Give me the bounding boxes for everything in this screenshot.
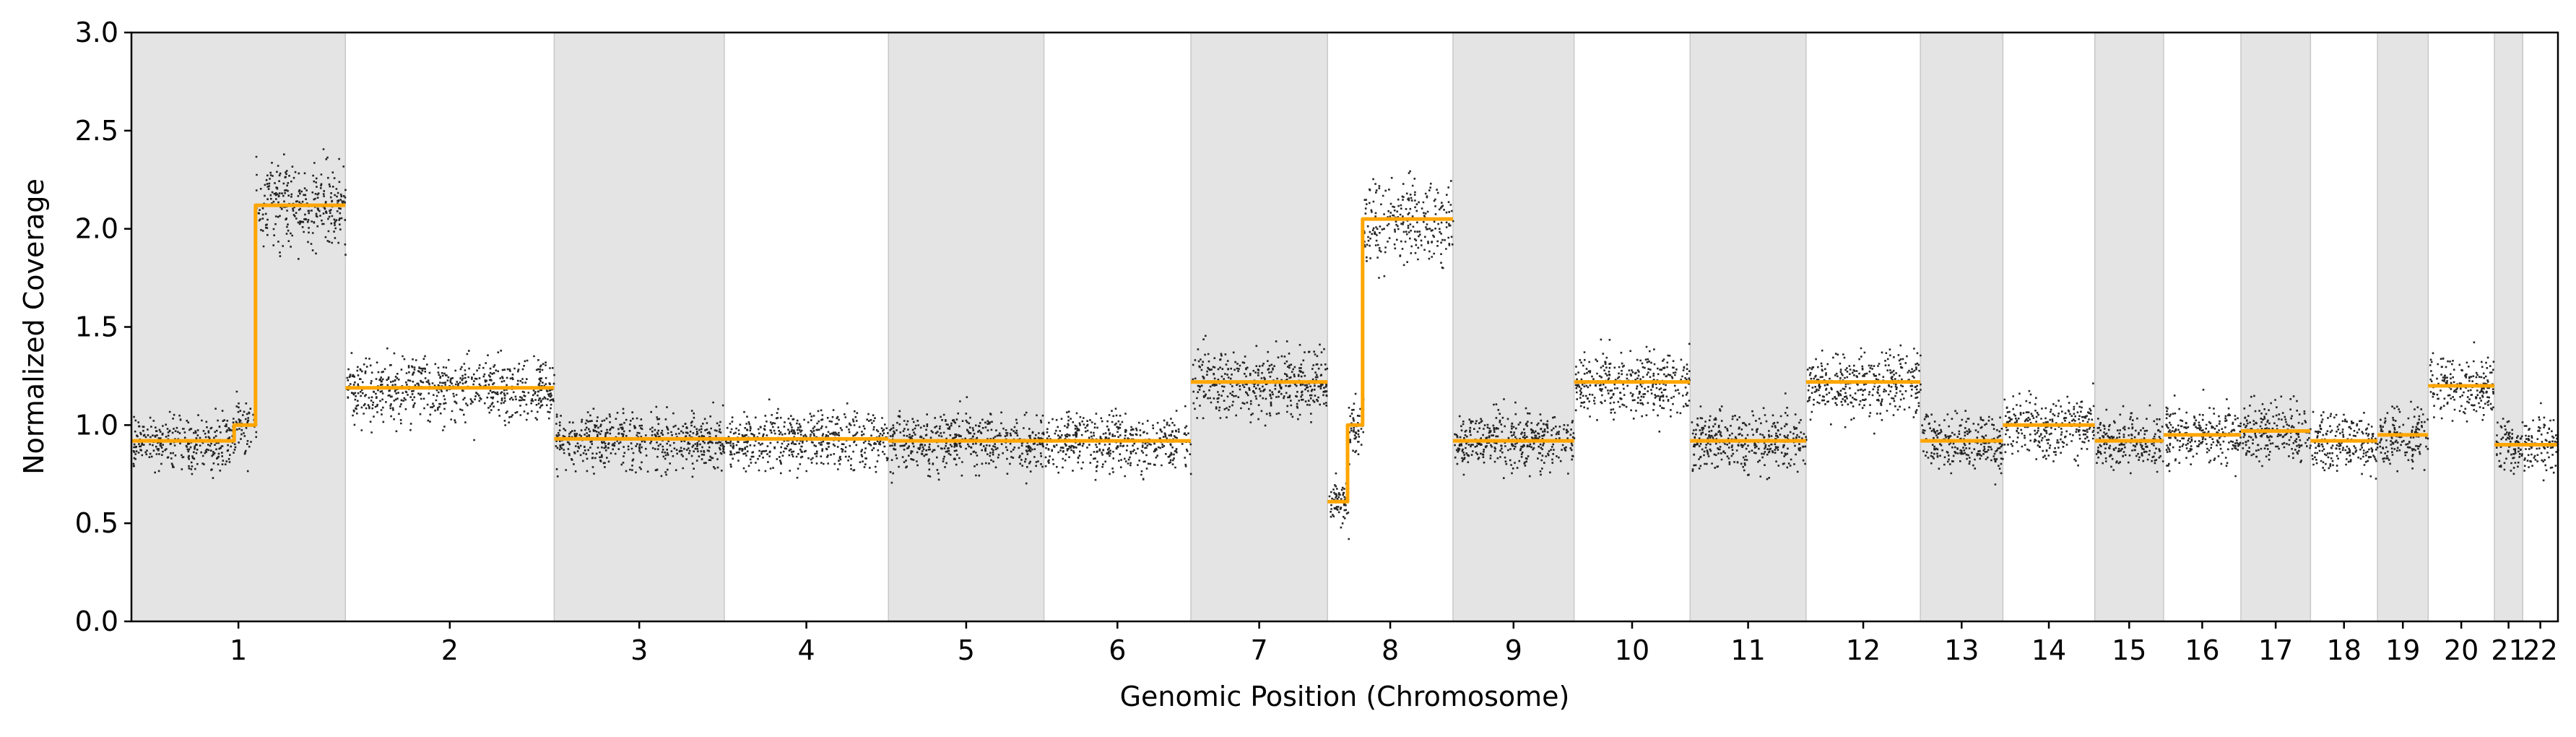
x-tick-label-chr21: 21 <box>2491 634 2525 666</box>
y-tick-label: 0.5 <box>75 507 118 539</box>
x-tick-label-chr14: 14 <box>2031 634 2066 666</box>
x-tick-label-chr18: 18 <box>2327 634 2362 666</box>
coverage-points-chr12 <box>1806 344 1922 435</box>
x-tick-label-chr6: 6 <box>1109 634 1126 666</box>
x-tick-label-chr7: 7 <box>1251 634 1268 666</box>
chromosome-band-1 <box>131 32 347 622</box>
x-tick-label-chr8: 8 <box>1382 634 1399 666</box>
y-axis: 0.0 0.5 1.0 1.5 2.0 2.5 3.0 <box>75 17 131 637</box>
chromosome-band-19 <box>2377 32 2429 622</box>
x-tick-label-chr9: 9 <box>1505 634 1522 666</box>
coverage-points-chr18 <box>2311 410 2379 480</box>
coverage-points-chr6 <box>1044 405 1192 481</box>
y-tick-label: 1.0 <box>75 409 118 441</box>
coverage-points-chr10 <box>1574 338 1691 433</box>
coverage-points-chr22 <box>2523 402 2559 482</box>
x-tick-label-chr3: 3 <box>630 634 648 666</box>
x-tick-label-chr17: 17 <box>2258 634 2293 666</box>
y-axis-title: Normalized Coverage <box>18 178 50 475</box>
coverage-points-chr20 <box>2429 341 2495 423</box>
y-tick-label: 2.5 <box>75 115 118 147</box>
y-tick-label: 0.0 <box>75 605 118 637</box>
x-tick-label-chr22: 22 <box>2523 634 2557 666</box>
y-tick-label: 1.5 <box>75 311 118 343</box>
x-tick-label-chr16: 16 <box>2185 634 2219 666</box>
x-tick-label-chr2: 2 <box>441 634 459 666</box>
chromosome-band-11 <box>1689 32 1807 622</box>
chromosome-bands <box>131 32 2523 622</box>
chromosome-band-13 <box>1920 32 2004 622</box>
x-tick-label-chr4: 4 <box>797 634 815 666</box>
x-tick-label-chr10: 10 <box>1615 634 1649 666</box>
chromosome-band-17 <box>2240 32 2312 622</box>
chromosome-band-21 <box>2494 32 2523 622</box>
x-tick-label-chr5: 5 <box>958 634 975 666</box>
coverage-points-chr11 <box>1691 392 1808 480</box>
x-tick-label-chr20: 20 <box>2444 634 2479 666</box>
coverage-points-chr2 <box>346 347 555 441</box>
x-tick-label-chr19: 19 <box>2385 634 2420 666</box>
segment-line-chr1 <box>131 203 346 443</box>
y-tick-label: 3.0 <box>75 17 118 48</box>
x-tick-label-chr15: 15 <box>2112 634 2146 666</box>
coverage-points-chr9 <box>1454 398 1576 479</box>
chromosome-band-5 <box>888 32 1045 622</box>
x-tick-label-chr12: 12 <box>1846 634 1881 666</box>
segment-lines <box>131 203 2558 504</box>
y-tick-label: 2.0 <box>75 213 118 245</box>
chromosome-band-9 <box>1452 32 1575 622</box>
segment-line-chr8 <box>1327 217 1453 504</box>
plot-frame <box>130 31 2559 623</box>
chromosome-band-7 <box>1190 32 1328 622</box>
coverage-points-chr8 <box>1328 170 1454 540</box>
coverage-points-chr13 <box>1921 410 2004 486</box>
chromosome-band-15 <box>2094 32 2164 622</box>
coverage-points-chr16 <box>2165 389 2242 478</box>
chromosome-band-3 <box>553 32 725 622</box>
x-tick-label-chr1: 1 <box>230 634 247 666</box>
x-axis-title: Genomic Position (Chromosome) <box>1120 681 1570 712</box>
x-tick-label-chr11: 11 <box>1730 634 1765 666</box>
x-tick-label-chr13: 13 <box>1944 634 1979 666</box>
